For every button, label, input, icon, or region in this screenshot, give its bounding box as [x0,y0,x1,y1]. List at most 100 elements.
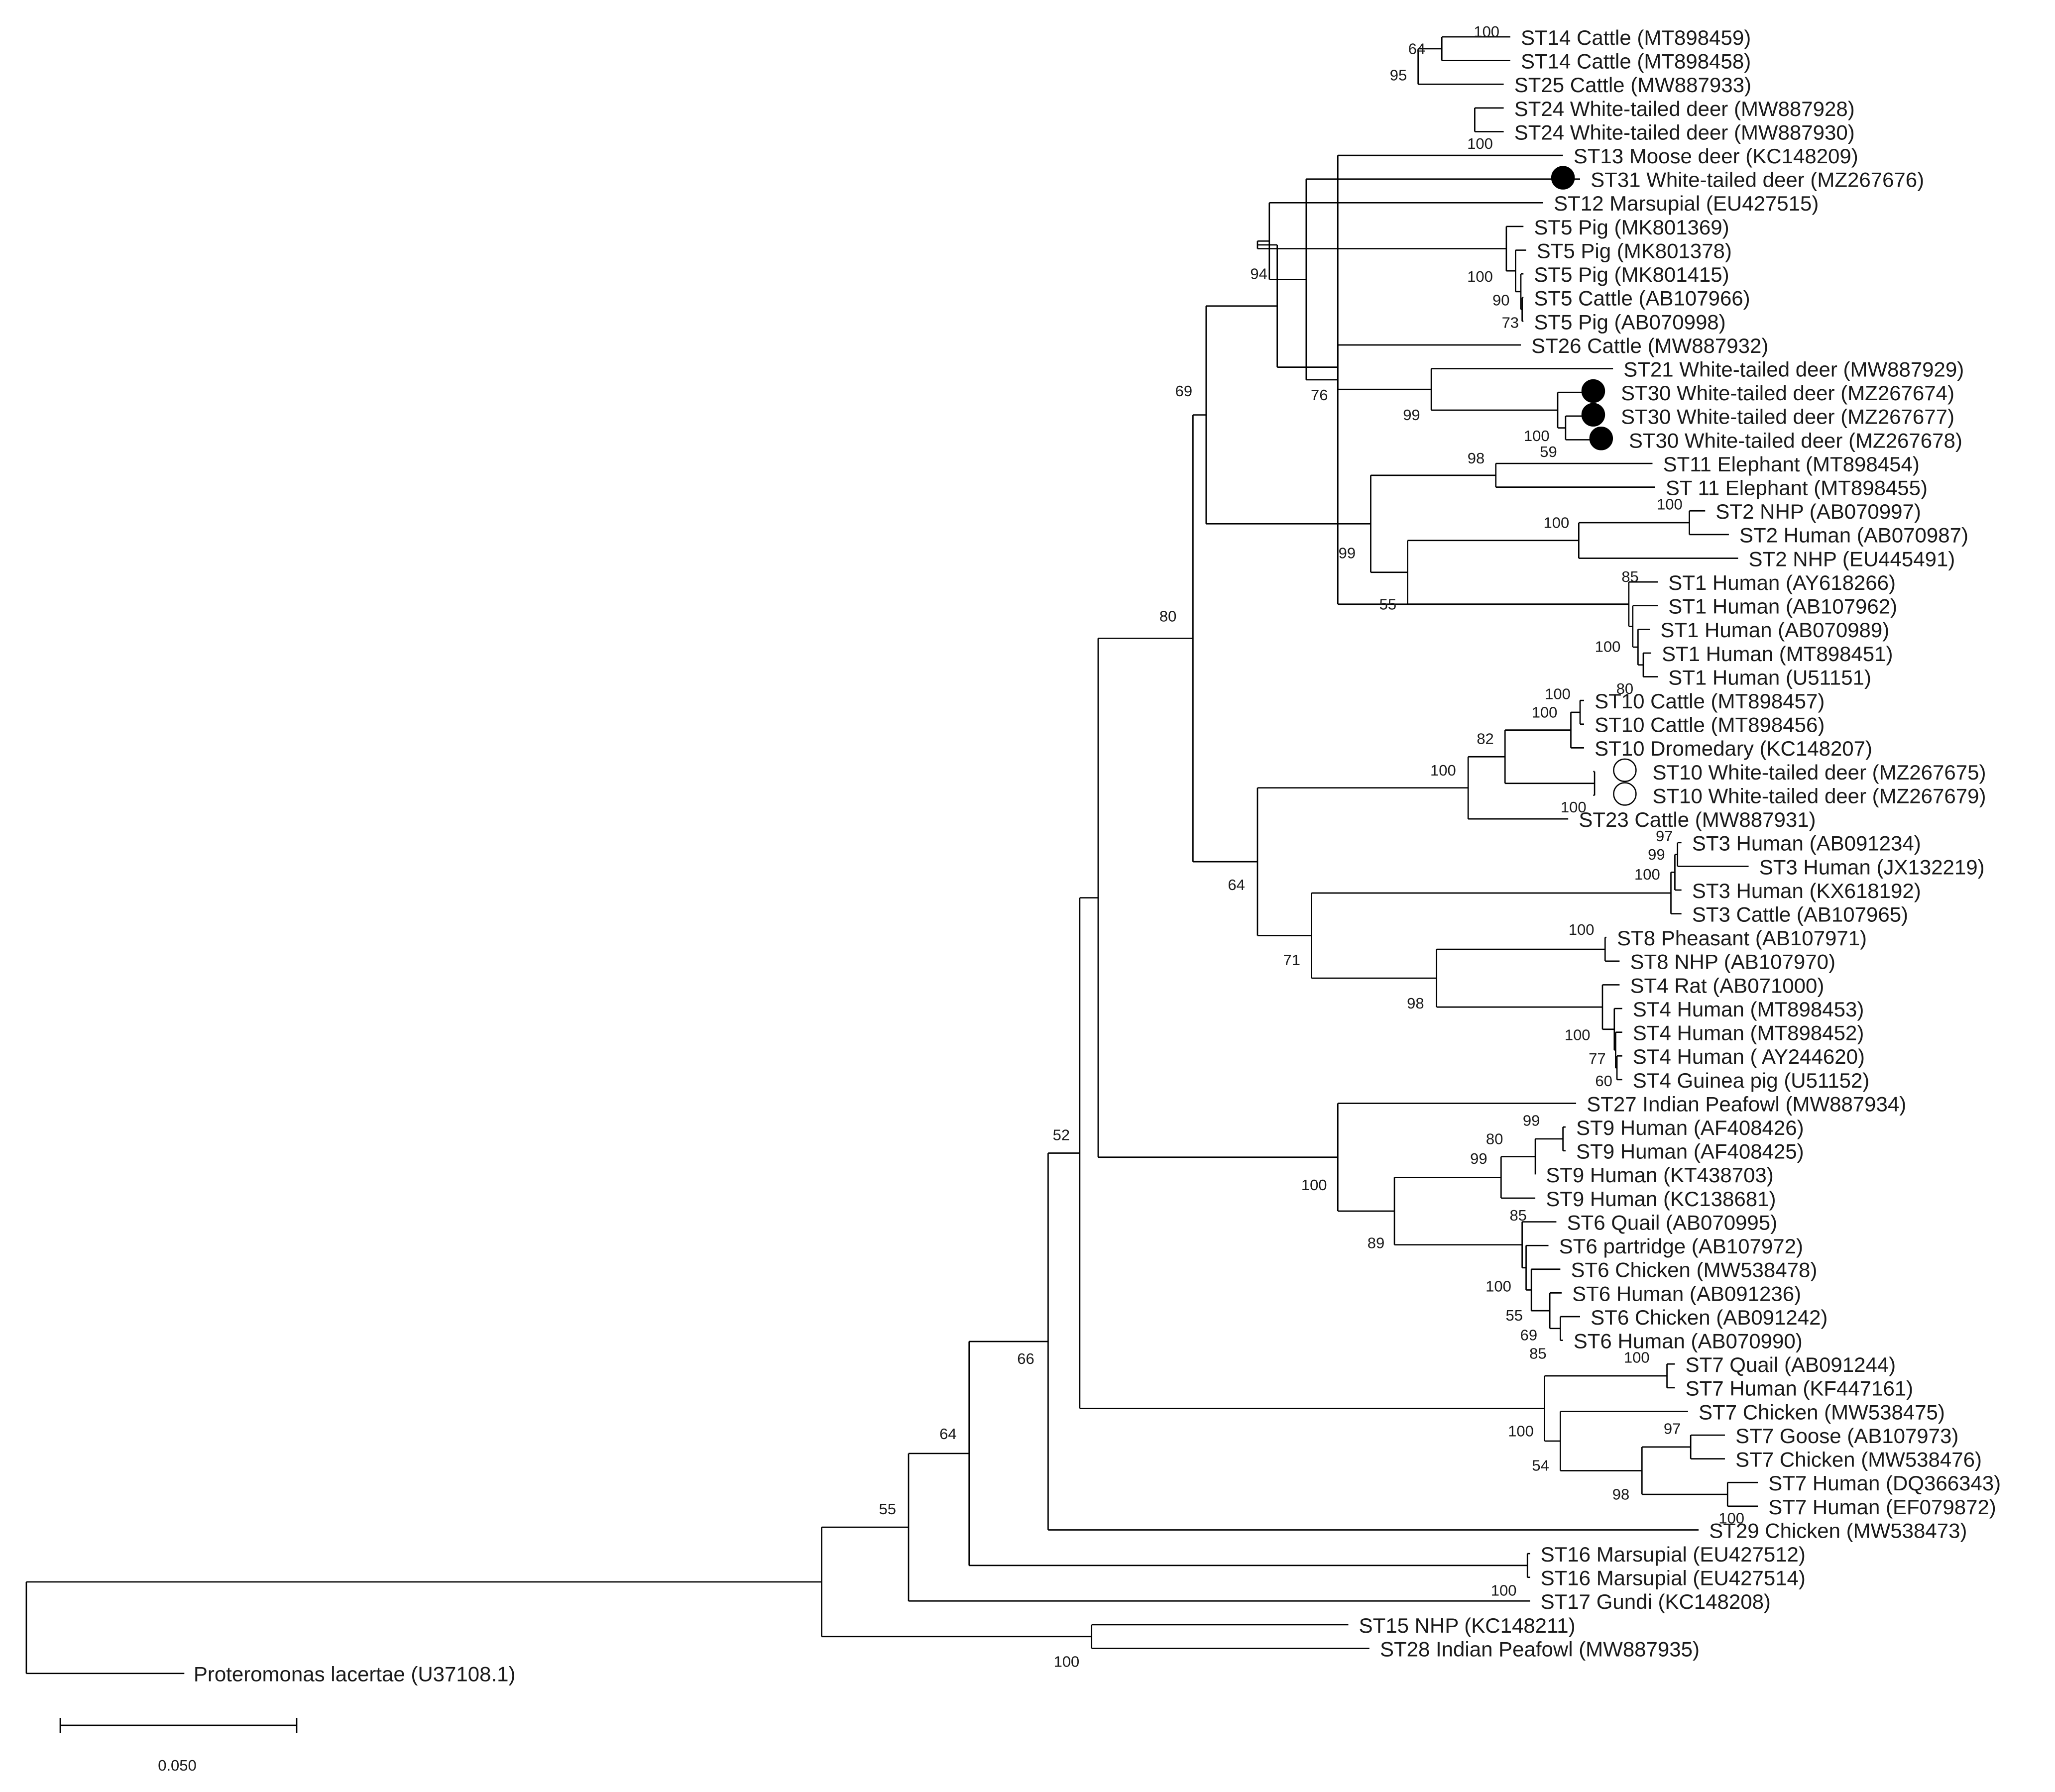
bootstrap-value: 82 [1477,730,1493,747]
bootstrap-value: 54 [1532,1456,1549,1474]
bootstrap-value: 60 [1595,1072,1612,1090]
bootstrap-value: 97 [1664,1420,1681,1437]
leaf-label: ST26 Cattle (MW887932) [1531,334,1768,357]
bootstrap-value: 76 [1311,386,1328,404]
leaf-label: ST29 Chicken (MW538473) [1709,1519,1967,1542]
leaf-label: ST2 Human (AB070987) [1739,524,1968,547]
filled-circle-marker [1551,166,1575,190]
leaf-label: ST6 Chicken (MW538478) [1571,1258,1817,1282]
bootstrap-value: 77 [1589,1050,1605,1067]
filled-circle-marker [1581,403,1605,427]
leaf-label: ST1 Human (U51151) [1668,666,1871,689]
leaf-label: ST14 Cattle (MT898458) [1521,50,1751,73]
leaf-label: ST7 Human (KF447161) [1686,1377,1914,1400]
leaf-label: ST4 Rat (AB071000) [1630,974,1825,997]
leaf-label: ST3 Human (AB091234) [1692,832,1921,855]
leaf-label: ST1 Human (AB070989) [1660,618,1889,642]
leaf-label: ST6 Human (AB070990) [1574,1329,1803,1352]
leaf-label: ST31 White-tailed deer (MZ267676) [1591,168,1924,192]
leaf-label: ST7 Chicken (MW538476) [1735,1448,1982,1471]
bootstrap-value: 69 [1175,382,1192,400]
scale-bar: 0.050 [59,1718,298,1774]
leaf-label: ST9 Human (KT438703) [1546,1163,1774,1187]
leaf-label: ST23 Cattle (MW887931) [1579,808,1816,831]
bootstrap-value: 100 [1544,514,1570,532]
leaf-label: ST27 Indian Peafowl (MW887934) [1587,1092,1906,1116]
bootstrap-value: 71 [1283,951,1300,969]
bootstrap-value: 100 [1634,866,1660,883]
bootstrap-value: 55 [1379,596,1396,613]
bootstrap-labels: 1006495100100907394769910059699810010099… [879,23,1744,1671]
bootstrap-value: 97 [1656,827,1673,845]
leaf-label: ST5 Pig (AB070998) [1534,310,1725,334]
bootstrap-value: 99 [1470,1150,1487,1167]
leaf-label: ST10 White-tailed deer (MZ267675) [1652,761,1986,784]
scale-bar-label: 0.050 [158,1757,197,1774]
bootstrap-value: 100 [1054,1653,1080,1671]
leaf-label: ST11 Elephant (MT898454) [1663,452,1920,476]
leaf-label: ST5 Pig (MK801369) [1534,216,1729,239]
open-circle-marker [1613,758,1637,783]
bootstrap-value: 100 [1430,762,1456,779]
bootstrap-value: 94 [1250,265,1267,283]
leaf-labels: ST14 Cattle (MT898459)ST14 Cattle (MT898… [194,26,2001,1686]
leaf-label: ST21 White-tailed deer (MW887929) [1623,357,1964,381]
open-circle-marker [1613,782,1637,806]
bootstrap-value: 100 [1561,798,1587,816]
bootstrap-value: 100 [1565,1026,1591,1044]
leaf-label: ST1 Human (AY618266) [1668,571,1896,594]
leaf-label: ST3 Cattle (AB107965) [1692,903,1908,926]
bootstrap-value: 85 [1529,1345,1546,1362]
leaf-label: ST2 NHP (EU445491) [1749,547,1955,570]
leaf-label: ST16 Marsupial (EU427514) [1541,1567,1806,1590]
bootstrap-value: 100 [1301,1176,1327,1194]
leaf-label: ST7 Human (EF079872) [1768,1495,1996,1519]
bootstrap-value: 59 [1540,443,1557,460]
bootstrap-value: 100 [1624,1349,1650,1366]
leaf-label: ST7 Quail (AB091244) [1686,1353,1896,1376]
leaf-label: ST30 White-tailed deer (MZ267677) [1621,405,1954,429]
leaf-label: ST5 Pig (MK801415) [1534,263,1729,286]
bootstrap-value: 85 [1509,1207,1526,1224]
bootstrap-value: 100 [1467,135,1493,152]
leaf-label: ST1 Human (MT898451) [1662,642,1893,666]
leaf-label: ST9 Human (AF408426) [1576,1116,1804,1139]
bootstrap-value: 80 [1159,607,1176,625]
bootstrap-value: 100 [1474,23,1499,40]
filled-circle-marker [1589,427,1613,450]
leaf-label: ST8 Pheasant (AB107971) [1617,926,1867,950]
leaf-label: ST25 Cattle (MW887933) [1514,73,1751,97]
leaf-label: ST28 Indian Peafowl (MW887935) [1380,1637,1700,1661]
leaf-label: ST3 Human (JX132219) [1759,855,1985,879]
leaf-label: ST7 Human (DQ366343) [1768,1471,2001,1495]
leaf-label: ST6 Human (AB091236) [1572,1282,1801,1305]
bootstrap-value: 100 [1508,1423,1534,1440]
leaf-label: ST6 partridge (AB107972) [1559,1234,1803,1258]
tree-branches [25,36,1758,1675]
bootstrap-value: 89 [1368,1234,1384,1251]
leaf-label: ST3 Human (KX618192) [1692,879,1921,902]
bootstrap-value: 100 [1545,685,1571,702]
leaf-label: ST4 Human (MT898452) [1633,1021,1864,1045]
leaf-label: ST10 White-tailed deer (MZ267679) [1652,784,1986,807]
bootstrap-value: 100 [1532,704,1558,721]
bootstrap-value: 80 [1486,1130,1503,1148]
leaf-label: ST9 Human (AF408425) [1576,1140,1804,1163]
bootstrap-value: 100 [1718,1509,1744,1527]
leaf-label: ST10 Dromedary (KC148207) [1595,737,1872,760]
leaf-label: ST7 Goose (AB107973) [1735,1424,1958,1448]
bootstrap-value: 98 [1407,995,1424,1012]
bootstrap-value: 64 [1408,40,1425,57]
bootstrap-value: 100 [1657,496,1683,513]
leaf-label: ST6 Quail (AB070995) [1567,1211,1778,1234]
bootstrap-value: 73 [1502,314,1519,332]
bootstrap-value: 80 [1616,680,1633,697]
bootstrap-value: 99 [1403,406,1420,424]
leaf-label: ST1 Human (AB107962) [1668,595,1897,618]
leaf-label: ST10 Cattle (MT898456) [1595,713,1825,737]
bootstrap-value: 64 [939,1425,956,1443]
leaf-label: ST10 Cattle (MT898457) [1595,689,1825,713]
leaf-label: ST4 Human (MT898453) [1633,998,1864,1021]
bootstrap-value: 99 [1523,1112,1540,1129]
